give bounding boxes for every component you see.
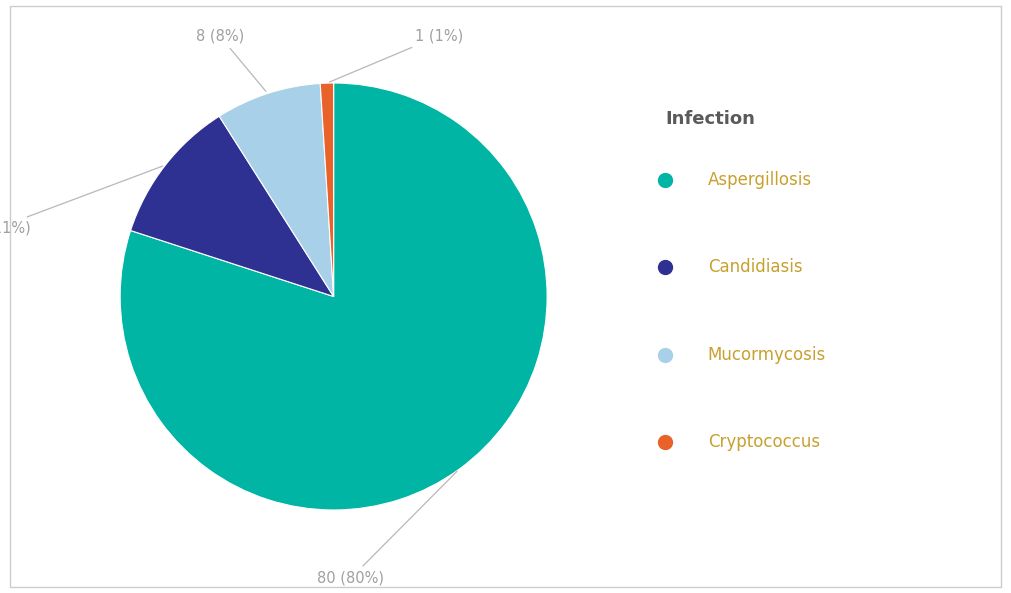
- Wedge shape: [320, 83, 334, 296]
- Text: Mucormycosis: Mucormycosis: [708, 346, 826, 364]
- Text: Cryptococcus: Cryptococcus: [708, 433, 820, 451]
- Text: 8 (8%): 8 (8%): [196, 28, 266, 91]
- Text: 80 (80%): 80 (80%): [317, 471, 457, 586]
- Text: 11 (11%): 11 (11%): [0, 166, 163, 235]
- Text: 1 (1%): 1 (1%): [330, 28, 463, 82]
- Text: Infection: Infection: [665, 110, 755, 127]
- Wedge shape: [130, 116, 334, 296]
- Text: Aspergillosis: Aspergillosis: [708, 171, 812, 189]
- Wedge shape: [120, 83, 547, 510]
- Text: Candidiasis: Candidiasis: [708, 259, 803, 276]
- Wedge shape: [219, 84, 334, 296]
